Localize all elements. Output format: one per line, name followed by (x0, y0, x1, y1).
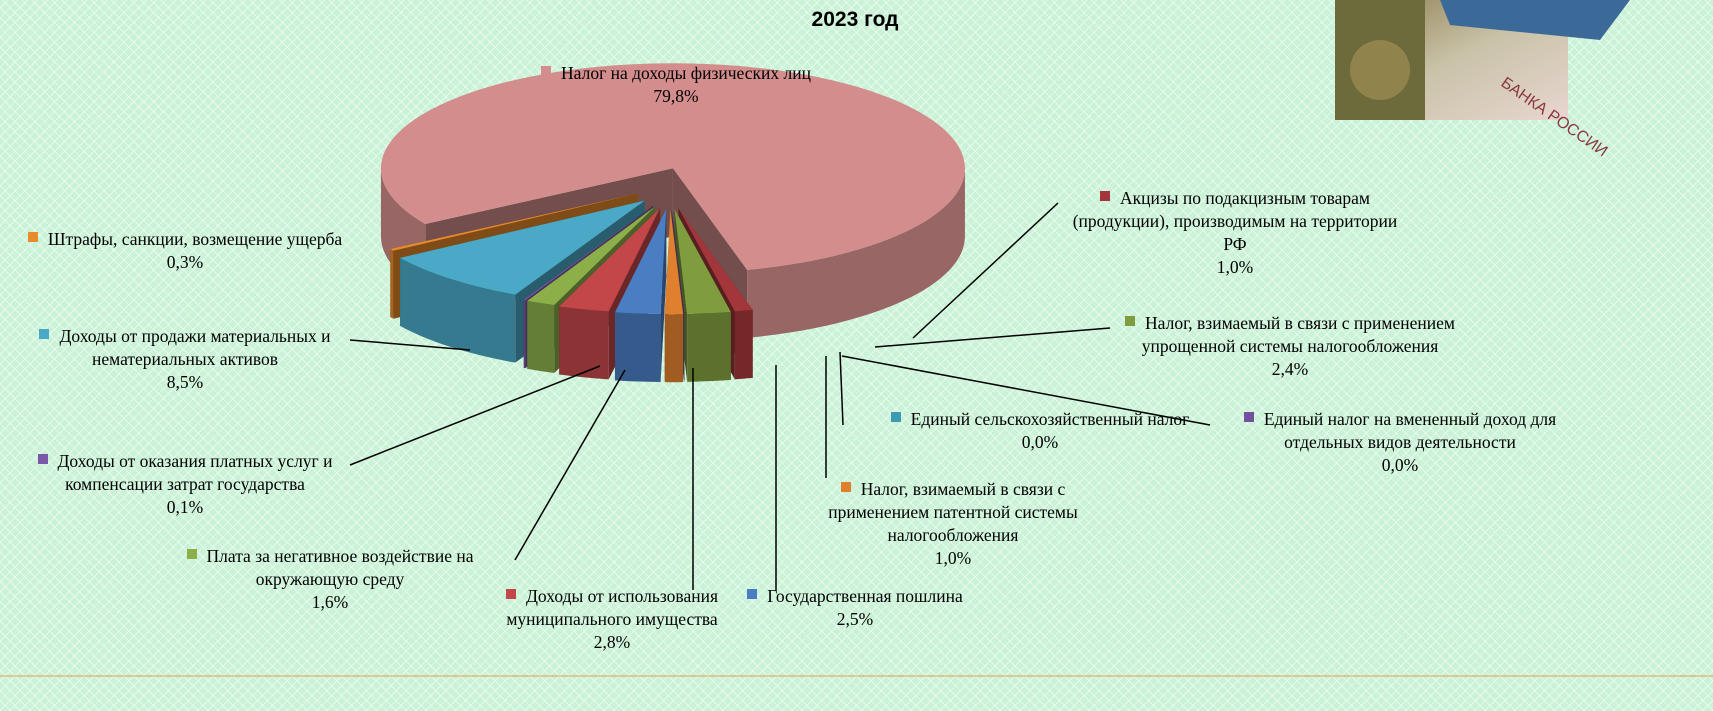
data-label: Налог, взимаемый в связи с применением п… (793, 478, 1113, 570)
label-value: 0,0% (1381, 455, 1419, 475)
slice-wall (523, 299, 526, 369)
leader-line (839, 351, 844, 426)
label-name: Плата за негативное воздействие на окруж… (206, 546, 474, 589)
data-label: Единый налог на вмененный доход для отде… (1215, 408, 1585, 477)
label-value: 1,6% (311, 592, 349, 612)
legend-key (840, 482, 851, 492)
slice (559, 208, 661, 312)
slice (390, 193, 638, 251)
label-name: Налог на доходы физических лиц (561, 63, 811, 83)
label-value: 1,0% (1216, 257, 1254, 277)
slice (664, 209, 684, 315)
data-label: Штрафы, санкции, возмещение ущерба 0,3% (0, 228, 385, 274)
leader-line (841, 355, 1211, 426)
data-label: Государственная пошлина 2,5% (710, 585, 1000, 631)
label-value: 8,5% (166, 372, 204, 392)
label-value: 2,5% (836, 609, 874, 629)
label-name: Доходы от использования муниципального и… (506, 586, 719, 629)
label-value: 0,3% (166, 252, 204, 272)
chart-title: 2023 год (811, 8, 899, 31)
label-value: 2,4% (1271, 359, 1309, 379)
leader-line (514, 369, 626, 561)
slice-wall (747, 168, 965, 338)
label-name: Доходы от оказания платных услуг и компе… (57, 451, 333, 494)
slice-wall (559, 306, 609, 380)
banknote-image: БАНКА РОССИИ (1335, 0, 1630, 160)
slice (614, 209, 667, 315)
legend-key (37, 454, 48, 464)
slice-wall (527, 300, 555, 374)
legend-key (27, 232, 38, 242)
slice (674, 208, 731, 314)
legend-key (747, 589, 758, 599)
slice (523, 205, 654, 301)
slice (527, 206, 656, 306)
data-label: Плата за негативное воздействие на окруж… (150, 545, 510, 614)
slice-wall (390, 249, 394, 319)
legend-key (541, 66, 552, 76)
leader-line (349, 339, 471, 351)
data-label: Доходы от оказания платных услуг и компе… (0, 450, 375, 519)
data-label: Налог на доходы физических лиц 79,8% (466, 62, 886, 108)
label-name: Единый сельскохозяйственный налог (910, 409, 1190, 429)
slice-wall (687, 311, 731, 382)
label-value: 1,0% (934, 548, 972, 568)
legend-key (39, 329, 50, 339)
label-name: Налог, взимаемый в связи с применением у… (1141, 313, 1455, 356)
legend-key (890, 412, 901, 422)
legend-key (1100, 191, 1111, 201)
data-label: Единый сельскохозяйственный налог 0,0% (860, 408, 1220, 454)
data-label: Налог, взимаемый в связи с применением у… (1110, 312, 1470, 381)
label-name: Акцизы по подакцизным товарам (продукции… (1072, 188, 1398, 254)
label-name: Единый налог на вмененный доход для отде… (1263, 409, 1557, 452)
label-name: Налог, взимаемый в связи с применением п… (828, 479, 1078, 545)
label-name: Государственная пошлина (767, 586, 963, 606)
pie (380, 63, 965, 383)
data-label: Доходы от продажи материальных и нематер… (0, 325, 375, 394)
slice (380, 63, 965, 270)
legend-key (505, 589, 516, 599)
label-value: 79,8% (653, 86, 699, 106)
label-value: 0,0% (1021, 432, 1059, 452)
legend-key (1243, 412, 1254, 422)
label-value: 2,8% (593, 632, 631, 652)
slice-wall (614, 312, 661, 383)
legend-key (186, 549, 197, 559)
leader-line (912, 202, 1059, 339)
label-value: 0,1% (166, 497, 204, 517)
data-label: Доходы от использования муниципального и… (467, 585, 757, 654)
leader-line (874, 327, 1111, 348)
slice-wall (400, 257, 516, 363)
label-name: Штрафы, санкции, возмещение ущерба (47, 229, 343, 249)
legend-key (1125, 316, 1136, 326)
label-name: Доходы от продажи материальных и нематер… (59, 326, 331, 369)
leader-line (349, 365, 601, 466)
slice-wall (664, 314, 684, 383)
slice (400, 200, 645, 295)
data-label: Акцизы по подакцизным товарам (продукции… (1065, 187, 1405, 279)
slice-wall (734, 309, 753, 380)
slice (678, 208, 753, 312)
